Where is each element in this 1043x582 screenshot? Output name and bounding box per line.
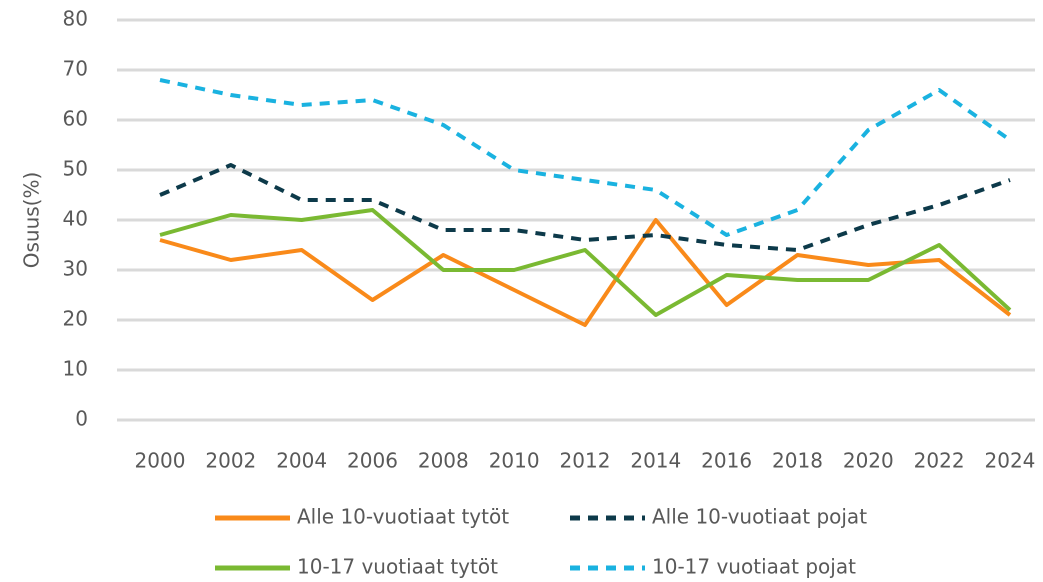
- y-axis-label: Osuus(%): [20, 172, 44, 269]
- x-tick-label: 2022: [914, 449, 965, 473]
- y-tick-label: 30: [63, 257, 88, 281]
- series-line: [159, 163, 1011, 252]
- legend-label: 10-17 vuotiaat pojat: [652, 555, 856, 579]
- x-tick-label: 2014: [630, 449, 681, 473]
- x-tick-label: 2002: [205, 449, 256, 473]
- x-tick-label: 2006: [347, 449, 398, 473]
- legend-label: 10-17 vuotiaat tytöt: [297, 555, 498, 579]
- legend-label: Alle 10-vuotiaat pojat: [652, 505, 867, 529]
- x-tick-label: 2008: [418, 449, 469, 473]
- y-tick-label: 60: [63, 107, 88, 131]
- y-tick-label: 80: [63, 7, 88, 31]
- y-tick-label: 50: [63, 157, 88, 181]
- x-tick-label: 2010: [489, 449, 540, 473]
- series-line: [159, 78, 1012, 237]
- y-tick-label: 0: [75, 407, 88, 431]
- x-tick-label: 2018: [772, 449, 823, 473]
- y-tick-label: 40: [63, 207, 88, 231]
- x-tick-label: 2004: [276, 449, 327, 473]
- y-tick-label: 70: [63, 57, 88, 81]
- y-tick-label: 20: [63, 307, 88, 331]
- series-line: [159, 218, 1012, 327]
- series-line: [159, 208, 1012, 317]
- x-tick-label: 2024: [985, 449, 1036, 473]
- legend-label: Alle 10-vuotiaat tytöt: [297, 505, 509, 529]
- y-tick-label: 10: [63, 357, 88, 381]
- x-tick-label: 2012: [560, 449, 611, 473]
- x-tick-label: 2000: [135, 449, 186, 473]
- x-tick-label: 2020: [843, 449, 894, 473]
- x-tick-label: 2016: [701, 449, 752, 473]
